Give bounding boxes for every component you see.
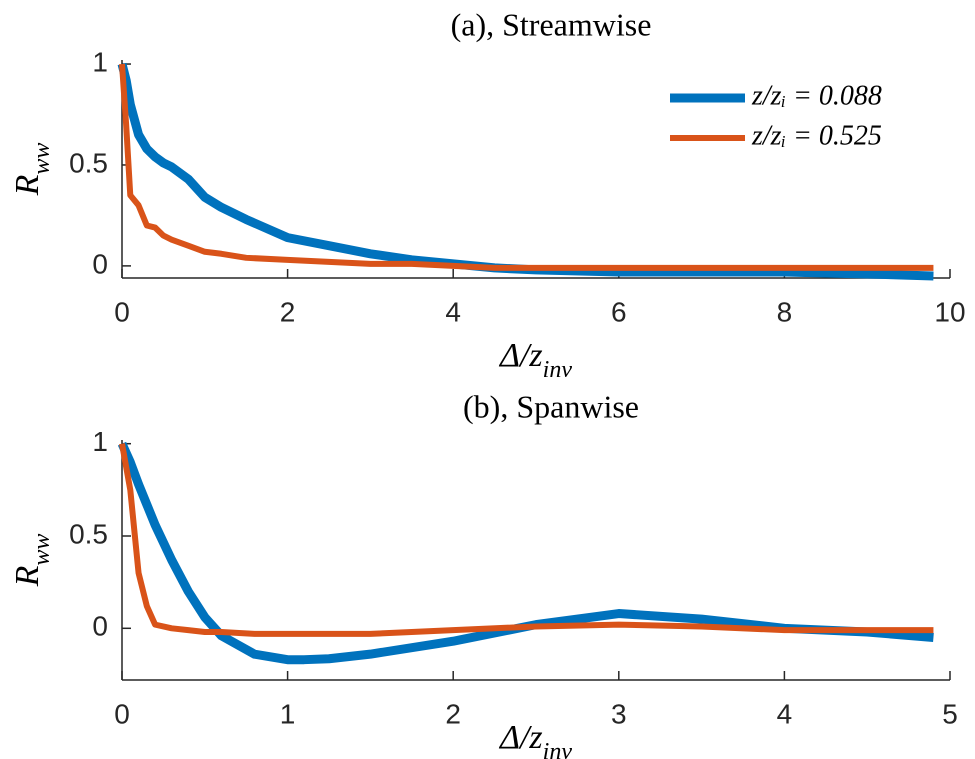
legend-label: z/zᵢ = 0.525 (751, 120, 882, 151)
x-axis-label: Δ/zinv (498, 337, 572, 383)
data-line (117, 441, 934, 665)
label-sub: inv (543, 357, 573, 383)
x-tick-label: 6 (611, 296, 627, 327)
x-tick-label: 3 (611, 698, 627, 729)
x-tick-label: 4 (777, 698, 793, 729)
data-line (119, 63, 934, 271)
y-axis-label: Rww (9, 143, 55, 197)
panel-title: (a), Streamwise (451, 6, 652, 42)
x-tick-label: 1 (280, 698, 296, 729)
label-main: Δ/z (498, 337, 543, 374)
y-tick-label: 0 (92, 248, 108, 279)
x-tick-label: 2 (280, 296, 296, 327)
panel-title: (b), Spanwise (463, 388, 639, 424)
x-tick-label: 2 (445, 698, 461, 729)
label-sub: inv (543, 739, 573, 759)
label-main: R (9, 565, 46, 587)
y-tick-label: 0.5 (69, 147, 108, 178)
x-tick-label: 0 (114, 698, 130, 729)
y-tick-label: 1 (92, 426, 108, 457)
label-main: R (9, 174, 46, 196)
label-sub: ww (29, 534, 55, 566)
y-axis-label: Rww (9, 534, 55, 588)
y-tick-label: 0.5 (69, 518, 108, 549)
x-tick-label: 10 (934, 296, 965, 327)
x-tick-label: 4 (445, 296, 461, 327)
x-axis-label: Δ/zinv (498, 719, 572, 759)
label-sub: ww (29, 143, 55, 175)
data-line (117, 62, 934, 281)
data-line (119, 443, 934, 637)
x-tick-label: 0 (114, 296, 130, 327)
legend-label: z/zᵢ = 0.088 (751, 80, 882, 111)
x-tick-label: 5 (942, 698, 958, 729)
y-tick-label: 0 (92, 611, 108, 642)
y-tick-label: 1 (92, 46, 108, 77)
label-main: Δ/z (498, 719, 543, 756)
x-tick-label: 8 (777, 296, 793, 327)
